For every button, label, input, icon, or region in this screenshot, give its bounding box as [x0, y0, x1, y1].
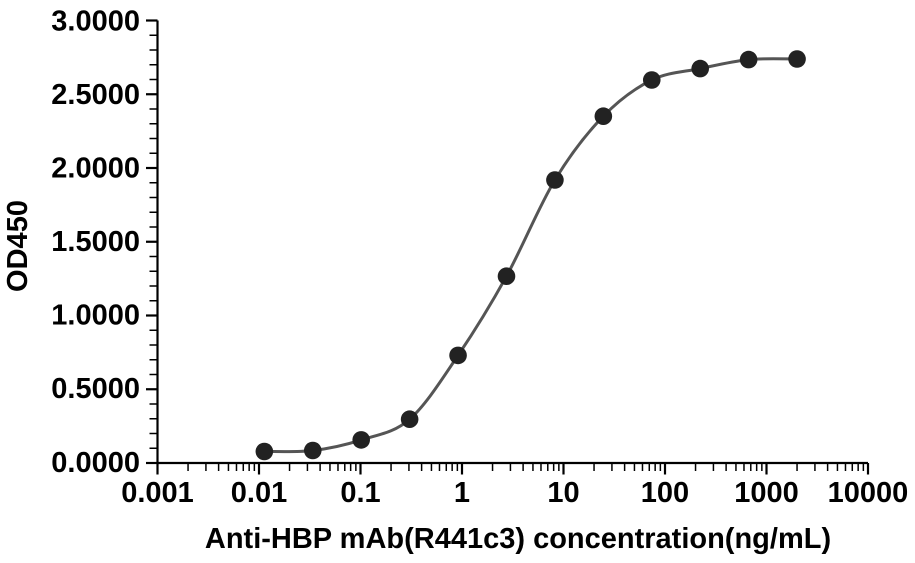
- svg-text:2.5000: 2.5000: [51, 79, 140, 111]
- svg-text:2.0000: 2.0000: [51, 153, 140, 185]
- svg-text:1.5000: 1.5000: [51, 226, 140, 258]
- svg-text:0.01: 0.01: [231, 477, 287, 509]
- svg-text:3.0000: 3.0000: [51, 6, 140, 38]
- svg-text:0.0000: 0.0000: [51, 447, 140, 479]
- svg-text:0.001: 0.001: [121, 477, 194, 509]
- svg-text:0.5000: 0.5000: [51, 373, 140, 405]
- svg-text:OD450: OD450: [2, 200, 34, 292]
- svg-text:0.1: 0.1: [340, 477, 380, 509]
- svg-text:1: 1: [454, 477, 470, 509]
- svg-text:Anti-HBP mAb(R441c3) concentra: Anti-HBP mAb(R441c3) concentration(ng/mL…: [205, 523, 831, 555]
- svg-text:10: 10: [547, 477, 579, 509]
- svg-text:10000: 10000: [828, 477, 909, 509]
- svg-text:1000: 1000: [734, 477, 799, 509]
- svg-text:100: 100: [641, 477, 689, 509]
- svg-text:1.0000: 1.0000: [51, 300, 140, 332]
